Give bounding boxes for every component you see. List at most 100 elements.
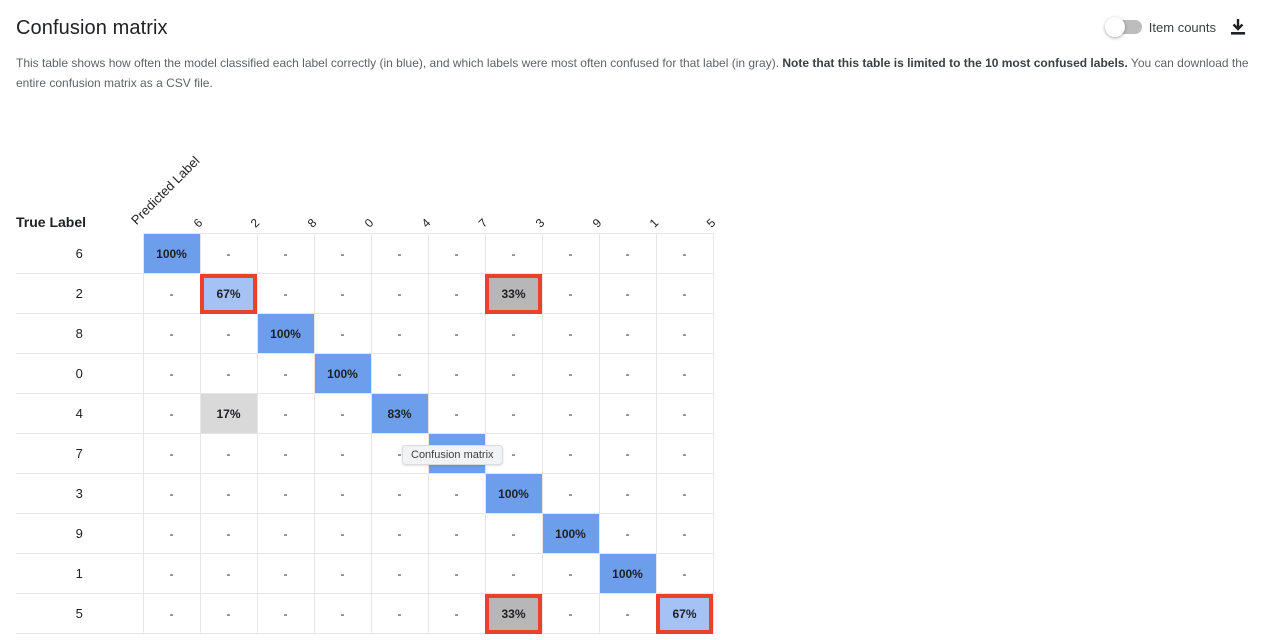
- matrix-cell[interactable]: -: [256, 553, 315, 594]
- matrix-cell[interactable]: -: [484, 393, 543, 434]
- matrix-cell[interactable]: -: [370, 593, 429, 634]
- matrix-cell[interactable]: -: [313, 473, 372, 514]
- matrix-cell[interactable]: -: [199, 313, 258, 354]
- matrix-cell[interactable]: -: [199, 233, 258, 274]
- matrix-cell[interactable]: -: [598, 393, 657, 434]
- matrix-cell[interactable]: -: [541, 273, 600, 314]
- matrix-cell[interactable]: -: [598, 513, 657, 554]
- matrix-cell[interactable]: -: [484, 313, 543, 354]
- matrix-cell[interactable]: -: [484, 233, 543, 274]
- matrix-cell[interactable]: -: [142, 473, 201, 514]
- matrix-cell[interactable]: -: [256, 273, 315, 314]
- matrix-cell[interactable]: -: [427, 273, 486, 314]
- matrix-cell[interactable]: -: [427, 593, 486, 634]
- matrix-cell[interactable]: 33%: [484, 273, 543, 314]
- matrix-cell[interactable]: -: [427, 473, 486, 514]
- matrix-cell[interactable]: -: [142, 593, 201, 634]
- matrix-cell[interactable]: -: [598, 273, 657, 314]
- download-button[interactable]: [1228, 17, 1248, 37]
- matrix-cell[interactable]: -: [256, 593, 315, 634]
- matrix-cell[interactable]: -: [313, 593, 372, 634]
- matrix-cell[interactable]: -: [199, 513, 258, 554]
- matrix-cell[interactable]: -: [541, 433, 600, 474]
- matrix-cell[interactable]: -: [256, 393, 315, 434]
- matrix-cell[interactable]: -: [655, 553, 714, 594]
- matrix-cell[interactable]: -: [655, 433, 714, 474]
- matrix-cell[interactable]: 17%: [199, 393, 258, 434]
- matrix-cell[interactable]: -: [199, 473, 258, 514]
- matrix-cell[interactable]: -: [142, 513, 201, 554]
- matrix-cell[interactable]: -: [199, 433, 258, 474]
- toolbar: Item counts: [1104, 17, 1248, 37]
- matrix-cell[interactable]: -: [370, 513, 429, 554]
- matrix-cell[interactable]: -: [541, 473, 600, 514]
- matrix-cell[interactable]: -: [427, 313, 486, 354]
- matrix-cell[interactable]: -: [427, 233, 486, 274]
- matrix-cell[interactable]: -: [598, 593, 657, 634]
- matrix-cell[interactable]: -: [655, 393, 714, 434]
- matrix-cell[interactable]: -: [541, 393, 600, 434]
- matrix-cell[interactable]: -: [142, 313, 201, 354]
- matrix-cell[interactable]: -: [256, 513, 315, 554]
- matrix-cell[interactable]: -: [142, 433, 201, 474]
- matrix-cell[interactable]: -: [427, 553, 486, 594]
- matrix-cell[interactable]: -: [655, 513, 714, 554]
- matrix-cell[interactable]: -: [142, 353, 201, 394]
- matrix-cell[interactable]: 33%: [484, 593, 543, 634]
- matrix-cell[interactable]: -: [655, 353, 714, 394]
- matrix-cell[interactable]: 67%: [655, 593, 714, 634]
- matrix-cell[interactable]: 100%: [598, 553, 657, 594]
- matrix-cell[interactable]: -: [370, 313, 429, 354]
- matrix-cell[interactable]: -: [313, 433, 372, 474]
- matrix-cell[interactable]: -: [484, 513, 543, 554]
- matrix-cell[interactable]: -: [370, 553, 429, 594]
- matrix-cell[interactable]: -: [427, 513, 486, 554]
- matrix-cell[interactable]: 83%: [370, 393, 429, 434]
- matrix-cell[interactable]: -: [142, 393, 201, 434]
- matrix-cell[interactable]: 100%: [142, 233, 201, 274]
- matrix-cell[interactable]: -: [598, 353, 657, 394]
- matrix-cell[interactable]: -: [142, 273, 201, 314]
- matrix-cell[interactable]: -: [313, 233, 372, 274]
- matrix-cell[interactable]: -: [199, 353, 258, 394]
- matrix-cell[interactable]: -: [199, 593, 258, 634]
- matrix-cell[interactable]: -: [484, 553, 543, 594]
- matrix-cell[interactable]: -: [256, 233, 315, 274]
- matrix-cell[interactable]: 100%: [541, 513, 600, 554]
- matrix-cell[interactable]: -: [313, 273, 372, 314]
- matrix-cell[interactable]: -: [655, 313, 714, 354]
- matrix-cell[interactable]: -: [541, 313, 600, 354]
- matrix-cell[interactable]: -: [541, 553, 600, 594]
- matrix-cell[interactable]: -: [313, 553, 372, 594]
- matrix-cell[interactable]: -: [313, 313, 372, 354]
- matrix-cell[interactable]: -: [313, 513, 372, 554]
- matrix-cell[interactable]: -: [655, 233, 714, 274]
- matrix-cell[interactable]: -: [370, 273, 429, 314]
- matrix-cell[interactable]: -: [541, 593, 600, 634]
- matrix-cell[interactable]: -: [256, 433, 315, 474]
- matrix-cell[interactable]: 67%: [199, 273, 258, 314]
- matrix-cell[interactable]: -: [256, 353, 315, 394]
- matrix-cell[interactable]: -: [598, 313, 657, 354]
- matrix-cell[interactable]: 100%: [313, 353, 372, 394]
- item-counts-toggle[interactable]: [1104, 17, 1142, 37]
- matrix-cell[interactable]: -: [655, 273, 714, 314]
- matrix-cell[interactable]: -: [313, 393, 372, 434]
- matrix-cell[interactable]: -: [370, 353, 429, 394]
- matrix-cell[interactable]: -: [598, 473, 657, 514]
- matrix-cell[interactable]: -: [427, 353, 486, 394]
- matrix-cell[interactable]: -: [427, 393, 486, 434]
- matrix-cell[interactable]: 100%: [484, 473, 543, 514]
- matrix-cell[interactable]: -: [655, 473, 714, 514]
- matrix-cell[interactable]: -: [541, 233, 600, 274]
- matrix-cell[interactable]: -: [199, 553, 258, 594]
- matrix-cell[interactable]: -: [370, 473, 429, 514]
- matrix-cell[interactable]: -: [484, 353, 543, 394]
- matrix-cell[interactable]: 100%: [256, 313, 315, 354]
- matrix-cell[interactable]: -: [142, 553, 201, 594]
- matrix-cell[interactable]: -: [541, 353, 600, 394]
- matrix-cell[interactable]: -: [598, 433, 657, 474]
- matrix-cell[interactable]: -: [598, 233, 657, 274]
- matrix-cell[interactable]: -: [256, 473, 315, 514]
- matrix-cell[interactable]: -: [370, 233, 429, 274]
